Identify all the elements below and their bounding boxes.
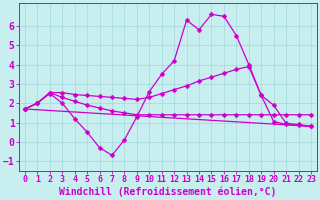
X-axis label: Windchill (Refroidissement éolien,°C): Windchill (Refroidissement éolien,°C): [59, 187, 277, 197]
